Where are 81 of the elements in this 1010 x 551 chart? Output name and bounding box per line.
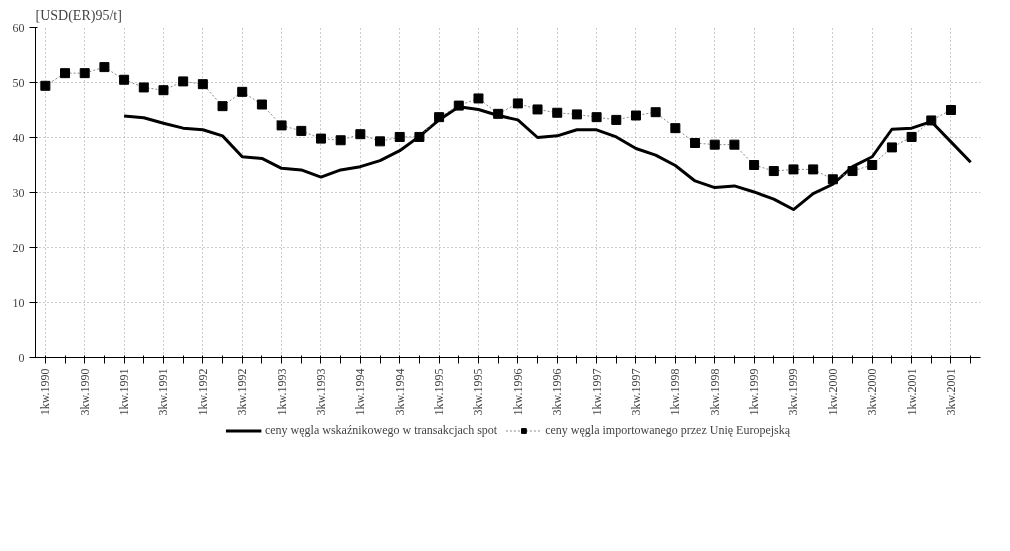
- point: [256, 99, 267, 110]
- x-tick-label: 1kw.1991: [117, 368, 132, 416]
- point: [670, 123, 681, 134]
- point: [886, 142, 897, 153]
- x-tick-label: 1kw.1992: [195, 368, 210, 416]
- y-tick-label: 10: [12, 295, 25, 310]
- point: [276, 120, 287, 131]
- x-tick-label: 1kw.1995: [432, 368, 447, 416]
- point: [375, 136, 386, 147]
- x-tick-label: 1kw.2001: [904, 368, 919, 416]
- x-tick-label: 1kw.2000: [825, 368, 840, 416]
- point: [630, 110, 641, 121]
- point: [847, 166, 858, 177]
- point: [926, 115, 937, 126]
- point: [493, 108, 504, 119]
- point: [414, 131, 425, 142]
- x-tick-label: 3kw.1996: [550, 368, 565, 416]
- point: [945, 105, 956, 115]
- x-tick-label: 3kw.1993: [313, 368, 328, 416]
- x-tick-label: 1kw.1999: [747, 368, 762, 416]
- point: [788, 164, 799, 175]
- point: [611, 114, 622, 125]
- point: [453, 100, 464, 111]
- point: [355, 129, 366, 140]
- x-tick-label: 3kw.2001: [943, 368, 958, 416]
- x-tick-label: 3kw.1994: [392, 368, 407, 416]
- point: [532, 104, 543, 115]
- x-tick-label: 3kw.1997: [628, 368, 643, 416]
- point: [335, 135, 346, 146]
- x-tick-label: 3kw.1999: [786, 368, 801, 416]
- point: [217, 101, 228, 112]
- x-tick-label: 3kw.1998: [707, 368, 722, 416]
- x-tick-label: 3kw.1995: [471, 368, 486, 416]
- point: [40, 80, 51, 91]
- x-tick-label: 3kw.1990: [77, 368, 92, 416]
- point: [906, 131, 917, 142]
- point: [571, 109, 582, 120]
- point: [158, 85, 169, 96]
- x-tick-label: 3kw.1991: [156, 368, 171, 416]
- point: [867, 160, 878, 170]
- point: [690, 138, 701, 148]
- point: [650, 107, 661, 118]
- point: [591, 112, 602, 123]
- y-tick-label: 20: [12, 240, 25, 255]
- y-tick-label: 60: [12, 20, 25, 35]
- point: [60, 68, 71, 79]
- point: [237, 86, 248, 97]
- y-tick-label: 40: [12, 130, 25, 145]
- point: [99, 62, 110, 73]
- x-tick-label: 1kw.1996: [510, 368, 525, 416]
- y-axis-title: [USD(ER)95/t]: [35, 7, 122, 24]
- point: [552, 107, 563, 118]
- x-tick-label: 1kw.1993: [274, 368, 289, 416]
- point: [79, 68, 90, 79]
- point: [808, 164, 819, 175]
- point: [197, 79, 208, 90]
- point: [827, 174, 838, 185]
- y-tick-label: 30: [12, 185, 25, 200]
- x-tick-label: 1kw.1994: [353, 368, 368, 416]
- point: [473, 93, 484, 104]
- y-tick-label: 0: [18, 350, 25, 365]
- x-tick-label: 1kw.1997: [589, 368, 604, 416]
- point: [178, 76, 189, 87]
- point: [434, 112, 445, 123]
- point: [296, 125, 307, 136]
- point: [119, 74, 130, 85]
- x-tick-label: 1kw.1998: [668, 368, 683, 416]
- point: [768, 166, 779, 177]
- point: [394, 131, 405, 142]
- point: [512, 98, 523, 109]
- point: [315, 133, 326, 144]
- point: [138, 82, 149, 93]
- x-tick-label: 1kw.1990: [38, 368, 53, 416]
- legend-label: ceny węgla importowanego przez Unię Europejską: [545, 422, 791, 438]
- legend-label: ceny węgla wskaźnikowego w transakcjach spot: [264, 422, 498, 438]
- x-tick-label: 3kw.1992: [235, 368, 250, 416]
- point: [709, 139, 720, 150]
- point: [729, 139, 740, 150]
- y-tick-label: 50: [12, 75, 25, 90]
- x-tick-label: 3kw.2000: [865, 368, 880, 416]
- point: [749, 160, 760, 170]
